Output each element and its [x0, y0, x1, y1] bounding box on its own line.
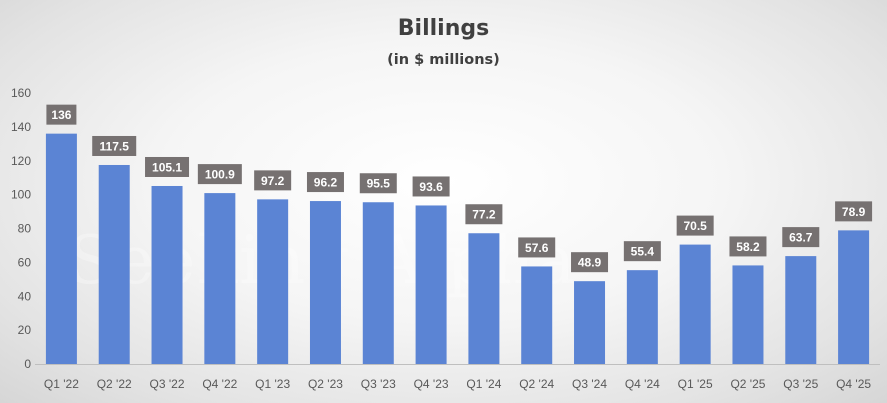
y-tick-label: 140: [11, 120, 31, 134]
bar: [204, 193, 236, 364]
bar: [521, 266, 553, 364]
data-label-box: [412, 176, 450, 197]
data-label: 95.5: [367, 177, 391, 191]
data-label-box: [782, 227, 820, 248]
bar: [574, 281, 606, 364]
x-tick-label: Q3 '24: [572, 377, 607, 391]
data-label-box: [571, 252, 609, 273]
data-label: 70.5: [683, 219, 707, 233]
data-label-box: [46, 104, 77, 125]
chart-subtitle: (in $ millions): [387, 52, 500, 68]
x-tick-label: Q1 '24: [466, 377, 501, 391]
y-tick-label: 80: [18, 222, 32, 236]
data-label: 96.2: [314, 176, 338, 190]
bar: [626, 270, 658, 364]
x-axis: Q1 '22 Q2 '22 Q3 '22 Q4 '22 Q1 '23 Q2 '23 Q3 '…: [44, 377, 871, 391]
x-tick-label: Q4 '23: [414, 377, 449, 391]
bar: [45, 133, 77, 364]
x-tick-label: Q2 '22: [97, 377, 132, 391]
data-label: 48.9: [578, 256, 602, 270]
data-label: 105.1: [152, 160, 182, 174]
bar: [98, 164, 130, 364]
data-label: 63.7: [789, 231, 813, 245]
x-tick-label: Q4 '22: [202, 377, 237, 391]
data-label-box: [92, 135, 137, 156]
data-label: 55.4: [631, 245, 655, 259]
x-tick-label: Q2 '25: [730, 377, 765, 391]
data-label: 93.6: [419, 180, 443, 194]
bar-series: 136 117.5 105.1 100.9 97.2 96.2 95.5 93.6 77.2 57…: [45, 104, 873, 364]
data-label: 78.9: [842, 205, 866, 219]
data-label-box: [254, 170, 292, 191]
data-label: 58.2: [736, 240, 760, 254]
bar: [785, 256, 817, 364]
x-tick-label: Q3 '25: [783, 377, 818, 391]
x-tick-label: Q3 '22: [150, 377, 185, 391]
bar: [362, 202, 394, 364]
data-label-box: [197, 164, 242, 185]
data-label: 100.9: [205, 168, 235, 182]
y-tick-label: 60: [18, 255, 32, 269]
data-label: 117.5: [100, 139, 130, 153]
x-tick-label: Q3 '23: [361, 377, 396, 391]
data-label-box: [518, 237, 556, 258]
data-label-box: [623, 241, 661, 262]
x-tick-label: Q2 '23: [308, 377, 343, 391]
y-axis: 0 20 40 60 80 100 120 140 160: [11, 86, 31, 371]
x-tick-label: Q1 '25: [678, 377, 713, 391]
data-label: 77.2: [472, 208, 496, 222]
chart-title: Billings: [397, 16, 490, 41]
x-tick-label: Q1 '22: [44, 377, 79, 391]
x-tick-label: Q1 '23: [255, 377, 290, 391]
bar: [415, 205, 447, 364]
x-tick-label: Q2 '24: [519, 377, 554, 391]
y-tick-label: 100: [11, 188, 31, 202]
bar: [309, 201, 341, 364]
y-tick-label: 40: [18, 289, 32, 303]
data-label-box: [676, 215, 714, 236]
y-tick-label: 160: [11, 86, 31, 100]
y-tick-label: 0: [24, 357, 31, 371]
y-tick-label: 20: [18, 323, 32, 337]
data-label-box: [835, 201, 873, 222]
bar: [151, 185, 183, 364]
data-label: 136: [51, 108, 71, 122]
bar: [257, 199, 289, 364]
data-label: 57.6: [525, 241, 549, 255]
x-tick-label: Q4 '25: [836, 377, 871, 391]
data-label-box: [145, 156, 190, 177]
data-label: 97.2: [261, 174, 285, 188]
x-tick-label: Q4 '24: [625, 377, 660, 391]
bar: [838, 230, 870, 364]
y-tick-label: 120: [11, 154, 31, 168]
data-label-box: [729, 236, 767, 257]
bar: [679, 244, 711, 364]
bar: [468, 233, 500, 364]
data-label-box: [306, 172, 344, 193]
bar: [732, 265, 764, 364]
data-label-box: [465, 204, 503, 225]
data-label-box: [359, 173, 397, 194]
